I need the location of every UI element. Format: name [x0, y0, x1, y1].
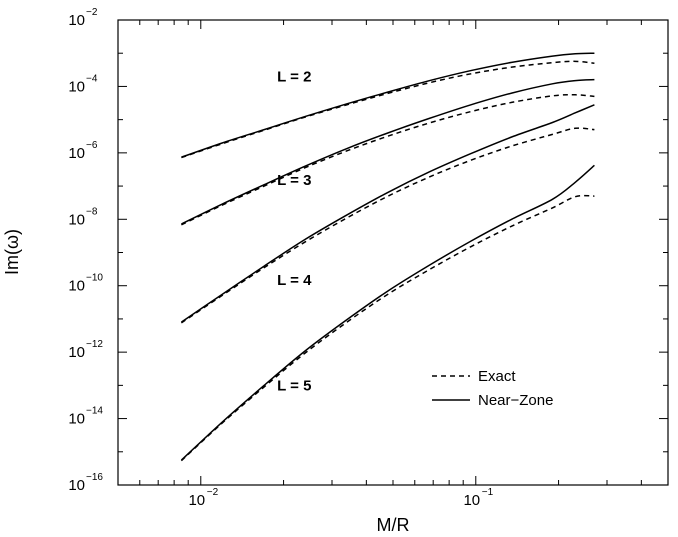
y-axis-label: Im(ω) — [2, 229, 22, 275]
curve-label: L = 5 — [277, 377, 311, 394]
series-line-L3-exact — [181, 93, 595, 226]
y-tick-exponent: −4 — [86, 73, 98, 84]
legend-label: Near−Zone — [478, 392, 553, 409]
y-tick-exponent: −10 — [86, 273, 103, 284]
curve-label: L = 3 — [277, 172, 311, 189]
series-line-L5-exact — [180, 194, 595, 462]
y-tick-exponent: −6 — [86, 140, 98, 151]
y-tick-exponent: −2 — [86, 7, 98, 18]
series-line-L3-near-zone — [181, 78, 595, 225]
y-tick-exponent: −16 — [86, 472, 103, 483]
plot-frame — [117, 19, 669, 486]
series-line-L2-near-zone — [181, 52, 595, 158]
y-tick-label: 10 — [68, 477, 85, 494]
x-tick-label: 10 — [463, 492, 480, 509]
y-tick-label: 10 — [68, 344, 85, 361]
x-tick-label: 10 — [188, 492, 205, 509]
x-tick-exponent: −2 — [207, 487, 219, 498]
series-line-L4-exact — [180, 127, 595, 324]
series-line-L2-exact — [181, 60, 595, 159]
x-axis-label: M/R — [377, 515, 410, 535]
y-tick-exponent: −14 — [86, 406, 103, 417]
y-tick-label: 10 — [68, 145, 85, 162]
y-tick-label: 10 — [68, 411, 85, 428]
y-tick-label: 10 — [68, 12, 85, 29]
y-tick-label: 10 — [68, 78, 85, 95]
annotations-layer: L = 2 L = 3 L = 4 L = 5 — [277, 68, 312, 394]
curve-label: L = 2 — [277, 68, 311, 85]
x-tick-exponent: −1 — [482, 487, 494, 498]
series-line-L4-near-zone — [180, 104, 595, 323]
y-tick-label: 10 — [68, 211, 85, 228]
legend: Exact Near−Zone — [432, 368, 553, 409]
curve-label: L = 4 — [277, 272, 312, 289]
y-tick-exponent: −8 — [86, 206, 98, 217]
series-line-L5-near-zone — [180, 164, 595, 461]
legend-label: Exact — [478, 368, 516, 385]
series-layer — [180, 52, 595, 462]
y-tick-label: 10 — [68, 278, 85, 295]
y-tick-exponent: −12 — [86, 339, 103, 350]
